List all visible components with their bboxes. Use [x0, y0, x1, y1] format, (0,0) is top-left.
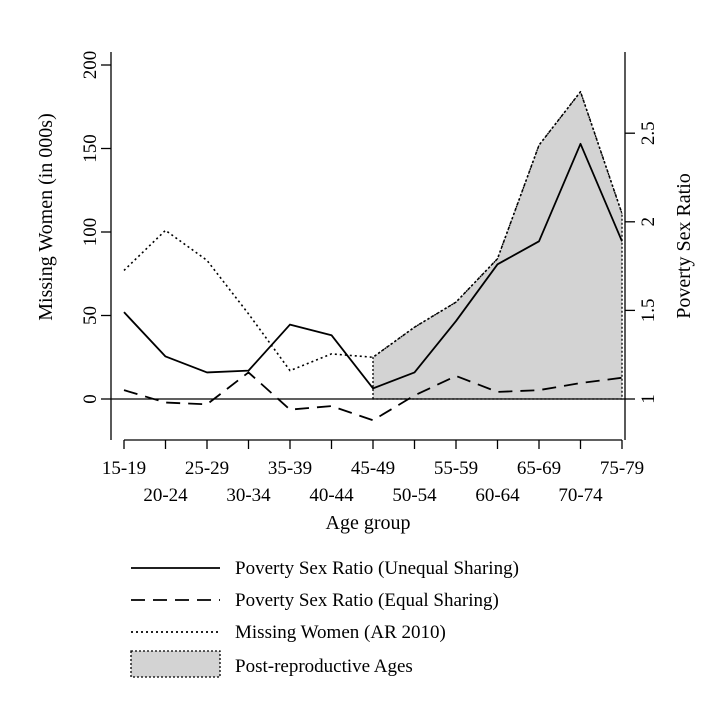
x-axis-label: Age group: [326, 512, 411, 534]
x-tick-label: 60-64: [475, 485, 520, 506]
x-tick-label: 20-24: [143, 485, 188, 506]
tick-labels: 0 50 100 150 200 1 1.5 2 2.5 15-19 20-24 25-29 30-34…: [80, 51, 659, 506]
shaded-area: [372, 90, 623, 400]
y-left-tick-label: 50: [80, 306, 101, 325]
series-line-1: [123, 142, 623, 390]
x-tick-label: 55-59: [434, 458, 478, 479]
x-tick-label: 35-39: [268, 458, 312, 479]
x-tick-label: 50-54: [392, 485, 437, 506]
y-axis-left-label: Missing Women (in 000s): [35, 113, 57, 320]
y-right-tick-label: 2: [638, 217, 659, 227]
y-right-tick-label: 1.5: [638, 299, 659, 323]
y-axis-right-label: Poverty Sex Ratio: [673, 173, 695, 319]
legend-label-2: Poverty Sex Ratio (Equal Sharing): [235, 590, 499, 611]
legend: Poverty Sex Ratio (Unequal Sharing) Pover…: [130, 558, 519, 678]
y-left-tick-label: 150: [80, 134, 101, 163]
x-tick-label: 15-19: [102, 458, 146, 479]
x-tick-label: 75-79: [600, 458, 644, 479]
y-left-tick-label: 0: [80, 394, 101, 404]
y-left-tick-label: 200: [80, 51, 101, 80]
x-tick-label: 25-29: [185, 458, 229, 479]
post-reproductive-area: [372, 90, 623, 400]
legend-key-shaded: [130, 650, 221, 678]
x-tick-label: 65-69: [517, 458, 561, 479]
x-tick-label: 45-49: [351, 458, 395, 479]
y-left-tick-label: 100: [80, 218, 101, 247]
legend-label-3: Missing Women (AR 2010): [235, 622, 446, 643]
legend-label-shaded: Post-reproductive Ages: [235, 656, 413, 677]
x-tick-label: 30-34: [226, 485, 271, 506]
x-tick-label: 40-44: [309, 485, 354, 506]
axes: [101, 52, 635, 449]
x-tick-label: 70-74: [558, 485, 603, 506]
y-right-tick-label: 1: [638, 394, 659, 404]
series-lines: [123, 90, 623, 422]
y-right-tick-label: 2.5: [638, 121, 659, 145]
legend-label-1: Poverty Sex Ratio (Unequal Sharing): [235, 558, 519, 579]
